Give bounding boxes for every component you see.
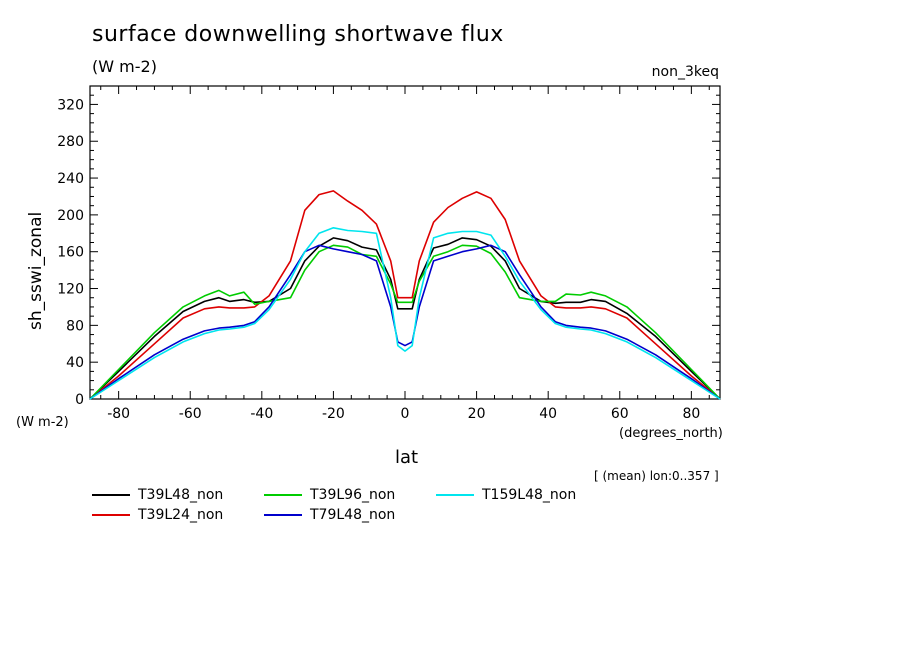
legend-item: T39L24_non: [92, 507, 223, 523]
averaging-note: [ (mean) lon:0..357 ]: [594, 469, 719, 483]
legend-item: T39L48_non: [92, 487, 223, 503]
y-axis-label: sh_sswi_zonal: [26, 211, 46, 330]
legend-swatch: [264, 514, 302, 516]
series-line-T39L96_non: [89, 244, 721, 400]
x-tick-label: 20: [468, 406, 486, 422]
y-tick-label: 160: [57, 245, 84, 261]
series-line-T159L48_non: [89, 227, 721, 400]
y-tick-label: 280: [57, 134, 84, 150]
x-tick-label: 40: [539, 406, 557, 422]
y-tick-label: 320: [57, 97, 84, 113]
y-tick-label: 40: [66, 355, 84, 371]
y-tick-label: 80: [66, 318, 84, 334]
legend-label: T39L48_non: [138, 487, 224, 503]
x-tick-label: -20: [322, 406, 345, 422]
legend-swatch: [92, 494, 130, 496]
chart-units: (W m-2): [92, 57, 157, 76]
y-axis-unit: (W m-2): [16, 415, 69, 430]
series-line-T39L48_non: [89, 237, 721, 400]
y-tick-label: 120: [57, 282, 84, 298]
y-tick-label: 240: [57, 171, 84, 187]
x-tick-label: -60: [179, 406, 202, 422]
legend-label: T39L24_non: [138, 507, 224, 523]
legend-swatch: [92, 514, 130, 516]
legend-swatch: [264, 494, 302, 496]
series-group: [89, 190, 721, 400]
legend-item: T39L96_non: [264, 487, 395, 503]
legend-swatch: [436, 494, 474, 496]
legend-label: T159L48_non: [482, 487, 577, 503]
x-tick-label: -80: [107, 406, 130, 422]
legend-item: T79L48_non: [264, 507, 395, 523]
y-tick-label: 0: [75, 392, 84, 408]
legend-label: T79L48_non: [310, 507, 396, 523]
x-tick-label: -40: [250, 406, 273, 422]
legend-item: T159L48_non: [436, 487, 576, 503]
legend-label: T39L96_non: [310, 487, 396, 503]
axes: -80 -60 -40 -20 0 20 40 60 80 0 40 80 120 160 200 240 28…: [57, 85, 721, 422]
x-tick-label: 60: [611, 406, 629, 422]
x-tick-label: 0: [401, 406, 410, 422]
chart-title: surface downwelling shortwave flux: [92, 22, 504, 47]
x-tick-label: 80: [682, 406, 700, 422]
plot-frame: [89, 85, 721, 400]
run-label: non_3keq: [651, 64, 719, 80]
x-axis-label: lat: [395, 447, 419, 468]
series-line-T79L48_non: [89, 244, 721, 400]
y-tick-label: 200: [57, 208, 84, 224]
series-line-T39L24_non: [89, 190, 721, 400]
x-axis-unit: (degrees_north): [619, 426, 723, 441]
